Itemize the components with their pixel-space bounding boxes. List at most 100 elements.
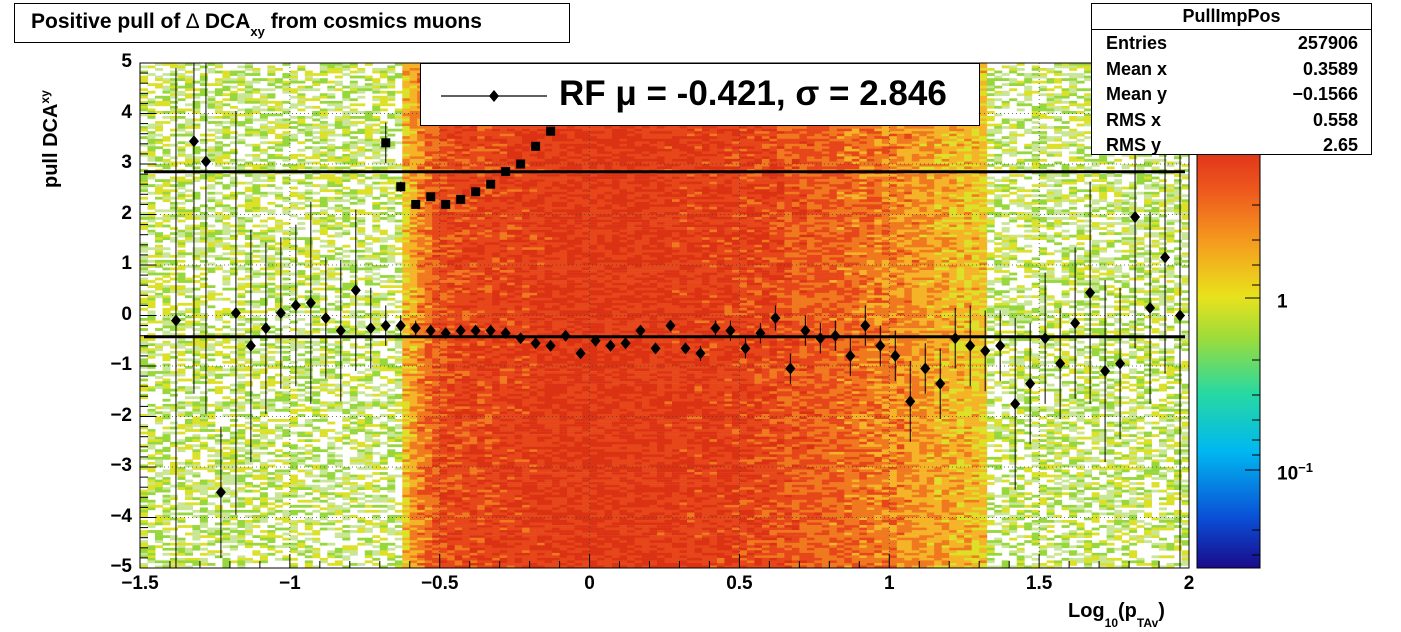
heatmap-cell — [289, 121, 298, 124]
heatmap-cell — [312, 212, 321, 215]
heatmap-cell — [327, 156, 336, 160]
heatmap-cell — [162, 90, 171, 94]
heatmap-cell — [192, 560, 201, 564]
heatmap-cell — [185, 560, 193, 564]
heatmap-cell — [327, 446, 336, 450]
heatmap-cell — [409, 164, 418, 167]
heatmap-cell — [327, 472, 336, 475]
heatmap-cell — [185, 141, 193, 145]
heatmap-cell — [192, 254, 201, 258]
heatmap-cell — [409, 133, 418, 137]
heatmap-cell — [267, 128, 276, 132]
heatmap-cell — [222, 80, 231, 84]
heatmap-cell — [222, 143, 231, 147]
heatmap-cell — [417, 388, 426, 392]
heatmap-cell — [289, 153, 298, 157]
heatmap-cell — [357, 295, 366, 299]
heatmap-cell — [417, 186, 426, 190]
heatmap-cell — [424, 355, 433, 359]
heatmap-cell — [312, 398, 321, 402]
heatmap-cell — [237, 277, 246, 281]
heatmap-cell — [432, 467, 441, 470]
heatmap-cell — [274, 487, 283, 490]
heatmap-cell — [170, 290, 178, 294]
heatmap-cell — [259, 116, 268, 119]
heatmap-cell — [402, 143, 411, 147]
heatmap-cell — [222, 540, 231, 543]
heatmap-cell — [417, 403, 426, 407]
heatmap-cell — [417, 181, 426, 185]
heatmap-cell — [394, 75, 403, 79]
heatmap-cell — [439, 449, 448, 453]
heatmap-cell — [162, 520, 171, 523]
heatmap-cell — [402, 507, 411, 511]
heatmap-cell — [402, 411, 411, 415]
heatmap-cell — [207, 454, 216, 458]
heatmap-cell — [387, 206, 396, 210]
heatmap-cell — [432, 350, 441, 354]
heatmap-cell — [252, 403, 261, 407]
heatmap-cell — [222, 85, 231, 89]
heatmap-cell — [342, 517, 351, 521]
heatmap-cell — [357, 222, 366, 225]
heatmap-cell — [222, 128, 231, 132]
heatmap-cell — [199, 467, 208, 470]
heatmap-cell — [312, 267, 321, 271]
heatmap-cell — [319, 151, 328, 155]
heatmap-cell — [237, 560, 246, 564]
heatmap-cell — [140, 371, 148, 374]
heatmap-cell — [267, 512, 276, 516]
heatmap-cell — [357, 355, 366, 359]
heatmap-cell — [147, 408, 156, 412]
heatmap-cell — [244, 310, 253, 314]
heatmap-cell — [147, 320, 156, 324]
heatmap-cell — [327, 244, 336, 248]
heatmap-cell — [140, 174, 148, 177]
heatmap-cell — [409, 444, 418, 448]
heatmap-cell — [192, 537, 201, 541]
heatmap-cell — [252, 148, 261, 152]
heatmap-cell — [155, 277, 163, 281]
heatmap-cell — [439, 461, 448, 465]
heatmap-cell — [357, 164, 366, 167]
heatmap-cell — [432, 259, 441, 263]
heatmap-cell — [439, 290, 448, 294]
heatmap-cell — [214, 201, 223, 205]
heatmap-cell — [424, 441, 433, 445]
heatmap-cell — [327, 388, 336, 392]
heatmap-cell — [282, 285, 291, 288]
heatmap-cell — [432, 330, 441, 334]
heatmap-cell — [372, 297, 381, 301]
heatmap-cell — [364, 88, 373, 92]
heatmap-cell — [424, 525, 433, 528]
heatmap-cell — [274, 300, 283, 304]
heatmap-cell — [372, 353, 381, 357]
heatmap-cell — [357, 201, 366, 205]
heatmap-cell — [244, 461, 253, 465]
heatmap-cell — [349, 446, 358, 450]
heatmap-cell — [342, 148, 351, 152]
heatmap-cell — [199, 249, 208, 253]
heatmap-cell — [244, 540, 253, 543]
heatmap-cell — [267, 88, 276, 92]
heatmap-cell — [312, 148, 321, 152]
heatmap-cell — [252, 206, 261, 210]
heatmap-cell — [379, 275, 388, 278]
heatmap-cell — [402, 189, 411, 193]
heatmap-cell — [199, 391, 208, 395]
heatmap-cell — [417, 174, 426, 177]
heatmap-cell — [402, 287, 411, 291]
heatmap-cell — [177, 504, 186, 508]
heatmap-cell — [140, 222, 148, 225]
heatmap-cell — [267, 464, 276, 468]
heatmap-cell — [342, 244, 351, 248]
heatmap-cell — [319, 133, 328, 137]
heatmap-cell — [244, 393, 253, 397]
heatmap-cell — [289, 247, 298, 251]
heatmap-cell — [147, 487, 156, 490]
heatmap-cell — [297, 272, 306, 276]
heatmap-cell — [170, 565, 178, 568]
heatmap-cell — [237, 73, 246, 76]
heatmap-cell — [357, 249, 366, 253]
heatmap-cell — [162, 209, 171, 213]
